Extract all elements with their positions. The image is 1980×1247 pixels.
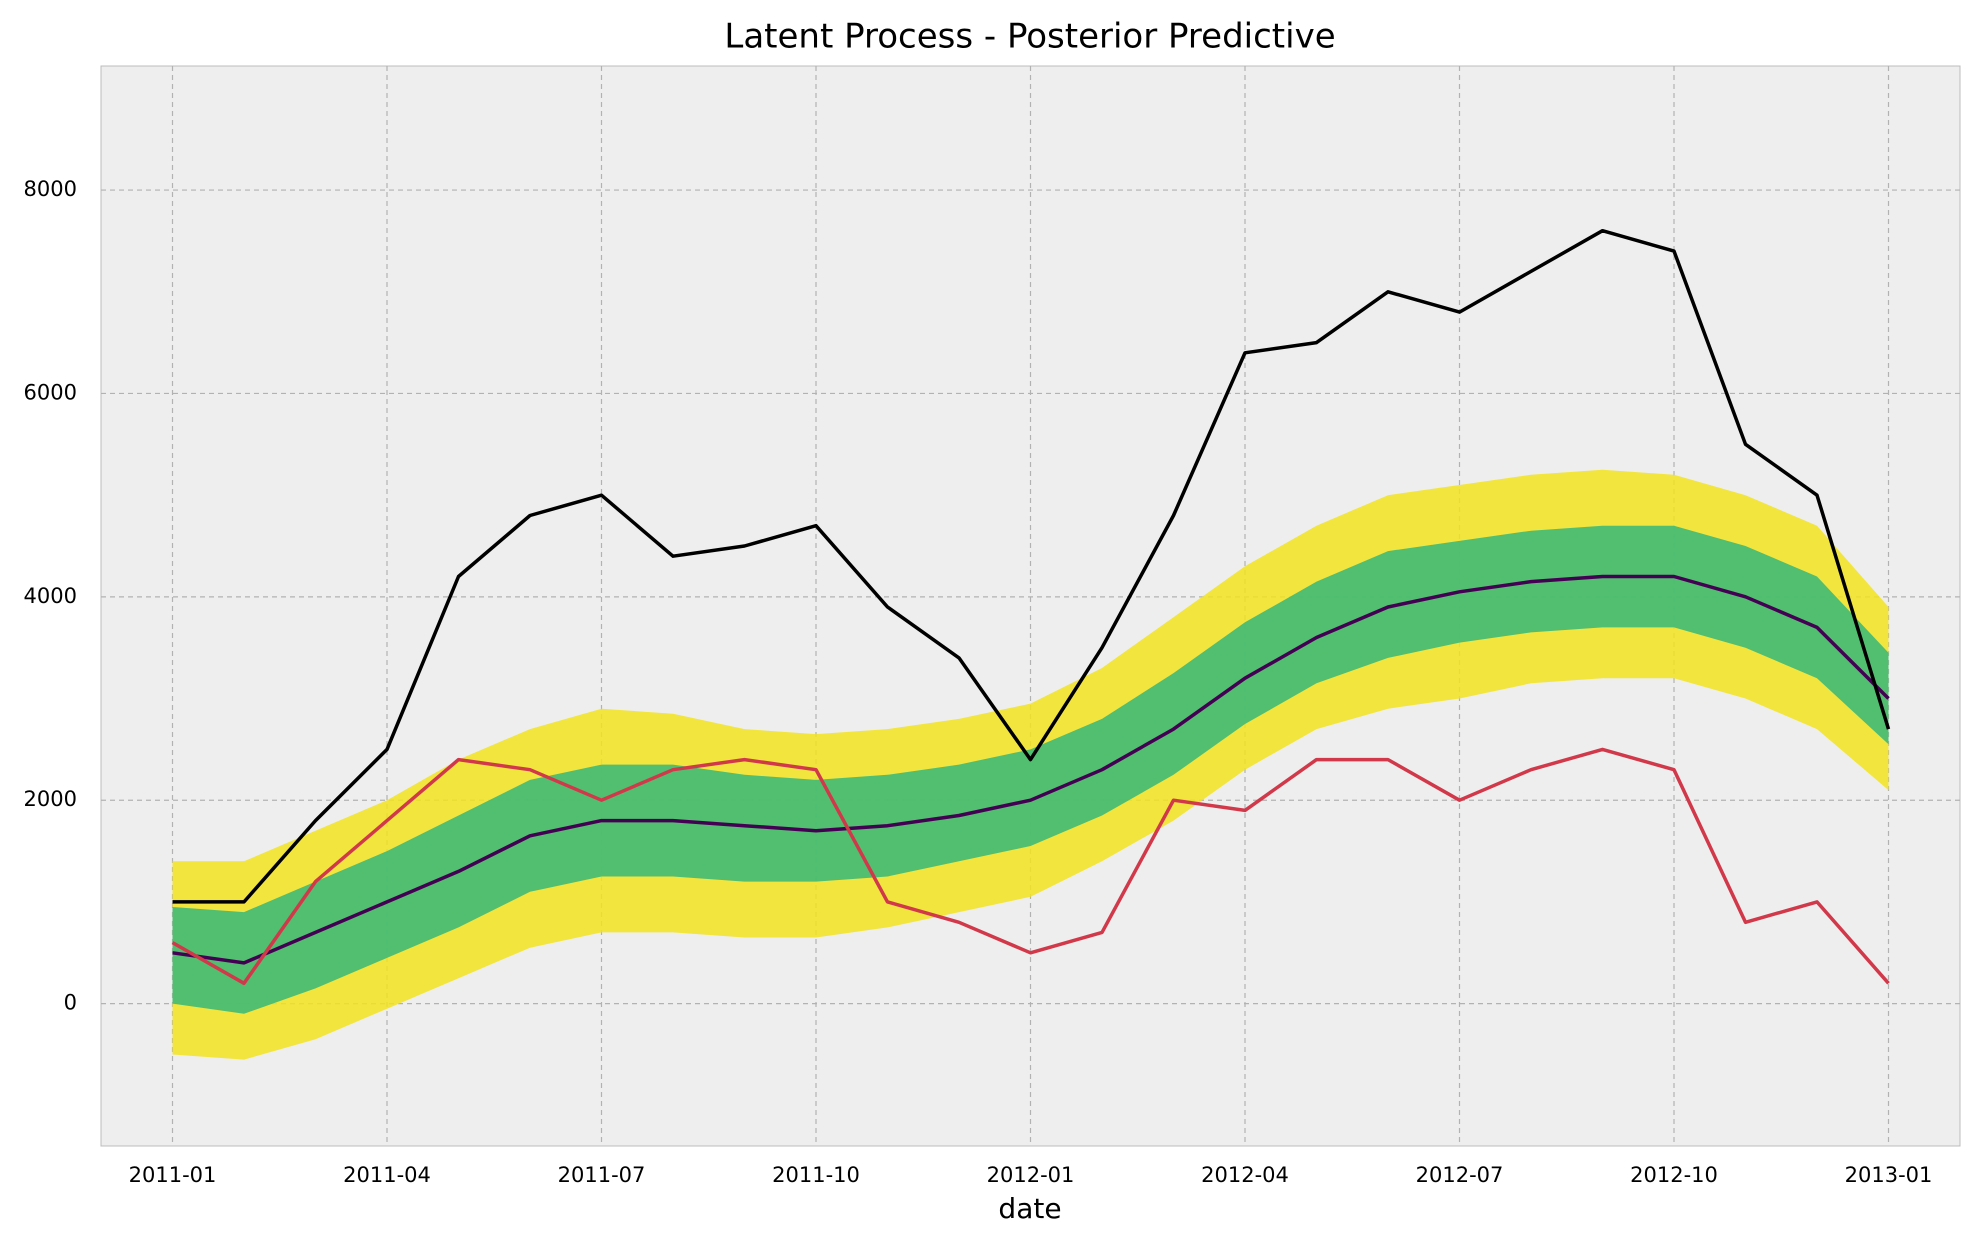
x-tick-label: 2012-10 <box>1630 1163 1718 1187</box>
series-line <box>172 228 1891 904</box>
series-line <box>172 574 1890 965</box>
x-tick-label: 2012-07 <box>1416 1163 1504 1187</box>
x-tick-label: 2012-04 <box>1201 1163 1289 1187</box>
band <box>172 525 1889 1014</box>
x-tick-label: 2011-04 <box>343 1163 431 1187</box>
y-tick-label: 0 <box>64 991 77 1015</box>
x-tick-label: 2012-01 <box>987 1163 1075 1187</box>
chart-title: Latent Process - Posterior Predictive <box>724 17 1335 57</box>
x-axis-label: date <box>998 1192 1061 1225</box>
x-tick-label: 2011-10 <box>772 1163 860 1187</box>
y-tick-label: 6000 <box>24 380 77 404</box>
x-tick-label: 2013-01 <box>1845 1163 1933 1187</box>
y-tick-label: 2000 <box>24 787 77 811</box>
x-tick-label: 2011-01 <box>129 1163 217 1187</box>
x-tick-label: 2011-07 <box>558 1163 646 1187</box>
y-tick-label: 4000 <box>24 584 77 608</box>
y-tick-label: 8000 <box>24 177 77 201</box>
series-line <box>171 747 1890 986</box>
